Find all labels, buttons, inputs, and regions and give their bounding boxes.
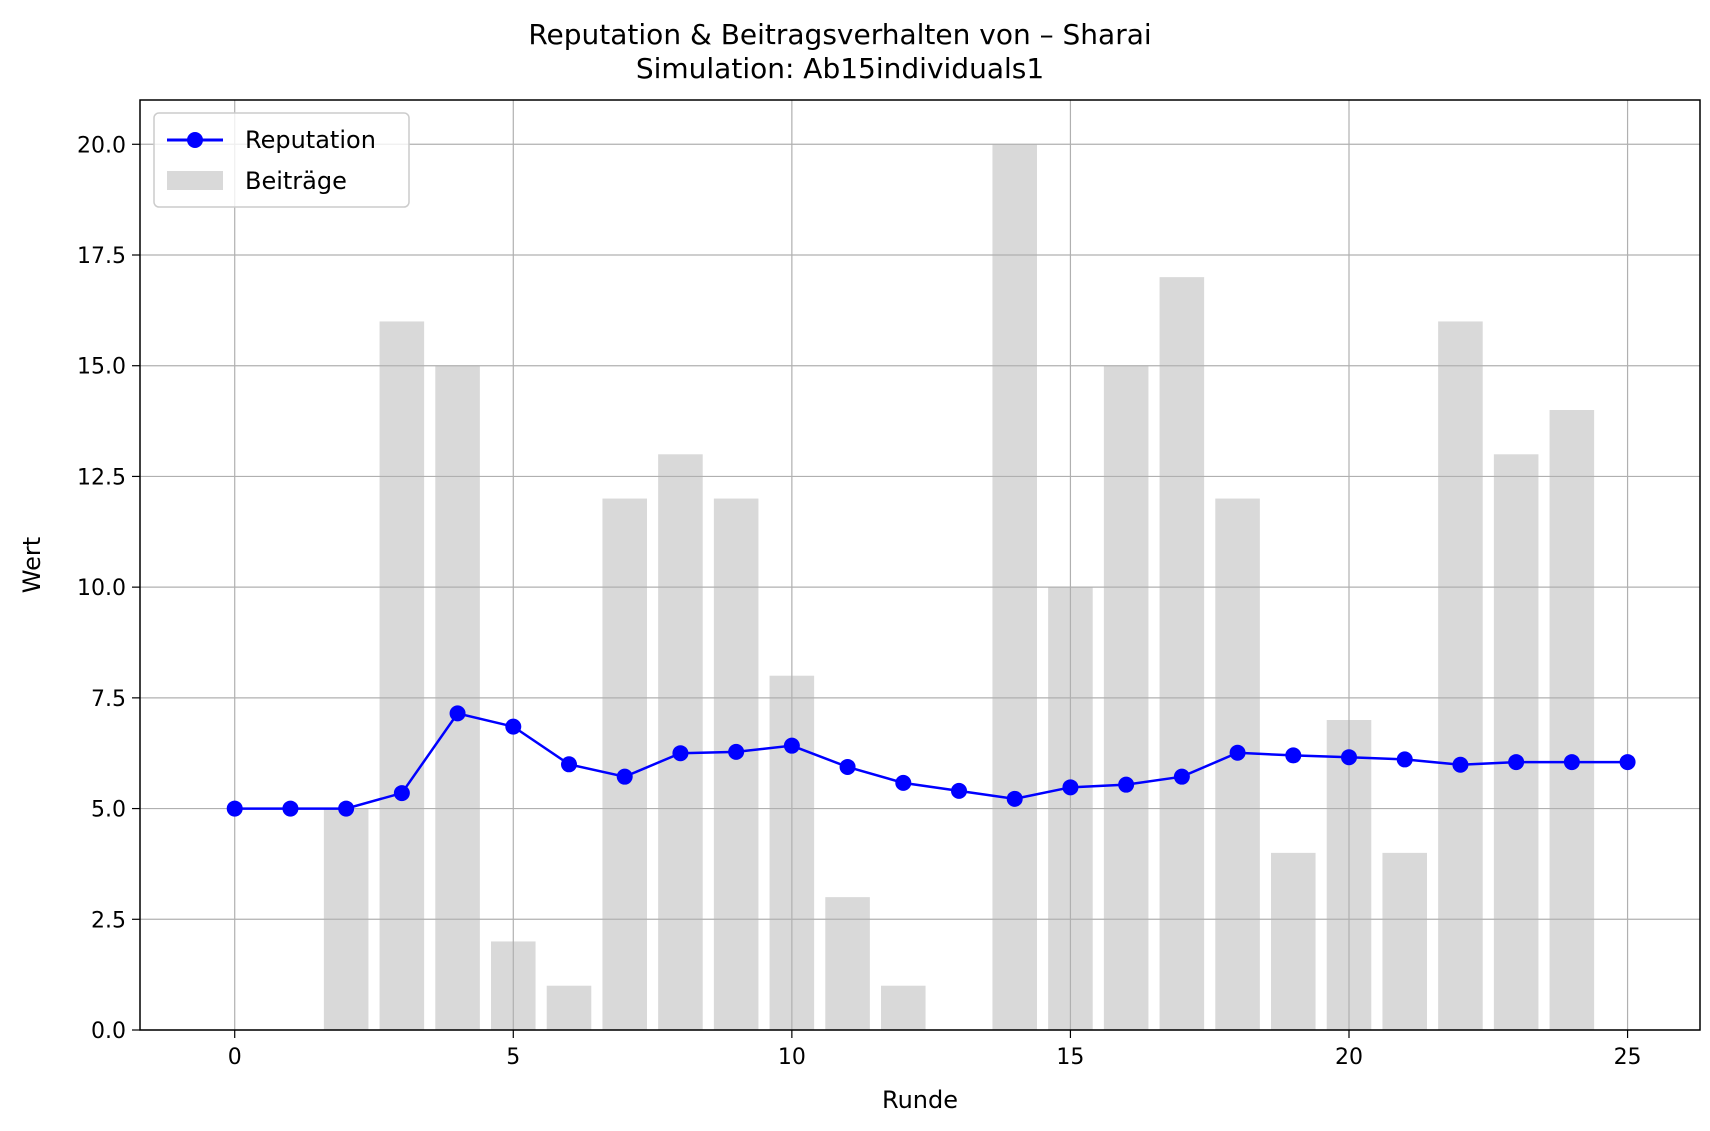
bar-beitraege-18 <box>1215 498 1260 1031</box>
y-tick-label: 5.0 <box>91 798 126 823</box>
y-tick-label: 20.0 <box>77 133 126 158</box>
point-reputation-10 <box>783 737 800 754</box>
point-reputation-3 <box>393 785 410 802</box>
bar-beitraege-7 <box>602 498 647 1031</box>
y-tick-label: 7.5 <box>91 687 126 712</box>
x-tick-label: 25 <box>1614 1045 1642 1070</box>
point-reputation-24 <box>1563 754 1580 771</box>
point-reputation-22 <box>1452 756 1469 773</box>
legend: Reputation Beiträge <box>153 112 410 208</box>
bar-beitraege-21 <box>1382 852 1427 1030</box>
x-axis-label: Runde <box>882 1086 958 1114</box>
chart-title: Reputation & Beitragsverhalten von – Sha… <box>528 18 1151 51</box>
chart-subtitle: Simulation: Ab15individuals1 <box>636 52 1044 85</box>
point-reputation-2 <box>338 800 355 817</box>
x-tick-label: 10 <box>778 1045 806 1070</box>
bar-beitraege-9 <box>713 498 759 1031</box>
bar-beitraege-6 <box>546 985 592 1030</box>
point-reputation-5 <box>505 718 522 735</box>
plot-frame <box>139 99 1701 1031</box>
point-reputation-18 <box>1229 744 1246 761</box>
line-reputation <box>234 711 1628 810</box>
y-axis: 0.0 2.5 5.0 7.5 10.0 12.5 15.0 17.5 20.0 <box>77 133 140 1044</box>
bar-beitraege-23 <box>1493 454 1539 1030</box>
legend-beitraege-label: Beiträge <box>245 167 347 195</box>
point-reputation-4 <box>449 705 466 722</box>
y-tick-label: 2.5 <box>91 908 126 933</box>
bar-beitraege-3 <box>379 321 425 1030</box>
bar-beitraege-22 <box>1438 321 1483 1030</box>
y-tick-label: 15.0 <box>77 355 126 380</box>
point-reputation-23 <box>1508 754 1525 771</box>
point-reputation-20 <box>1341 749 1357 766</box>
y-tick-label: 17.5 <box>77 244 126 269</box>
point-reputation-11 <box>839 758 856 775</box>
x-tick-label: 0 <box>228 1045 242 1070</box>
legend-reputation-label: Reputation <box>245 126 376 154</box>
point-reputation-12 <box>895 774 912 791</box>
point-reputation-15 <box>1062 779 1079 796</box>
x-tick-label: 5 <box>506 1045 520 1070</box>
point-reputation-17 <box>1173 768 1190 785</box>
bar-beitraege-24 <box>1549 410 1595 1030</box>
x-tick-label: 20 <box>1335 1045 1363 1070</box>
bar-beitraege-12 <box>881 985 926 1030</box>
bar-beitraege-11 <box>825 897 870 1030</box>
point-reputation-6 <box>561 756 577 773</box>
y-axis-label: Wert <box>18 537 46 593</box>
point-reputation-21 <box>1396 751 1413 768</box>
point-reputation-1 <box>282 800 299 817</box>
y-tick-label: 12.5 <box>77 465 126 490</box>
point-reputation-0 <box>226 800 243 817</box>
point-reputation-8 <box>672 745 689 762</box>
legend-reputation-marker <box>187 132 203 148</box>
point-reputation-7 <box>616 768 633 785</box>
y-tick-label: 0.0 <box>91 1019 126 1044</box>
point-reputation-25 <box>1619 754 1636 771</box>
bar-beitraege-8 <box>658 454 703 1030</box>
point-reputation-13 <box>951 782 967 799</box>
point-reputation-9 <box>728 743 745 760</box>
point-reputation-19 <box>1285 747 1302 764</box>
x-axis: 0 5 10 15 20 25 <box>228 1030 1642 1070</box>
bar-beitraege-17 <box>1159 277 1205 1031</box>
legend-beitraege-swatch <box>167 171 223 190</box>
line-layer <box>226 705 1636 817</box>
point-reputation-14 <box>1006 790 1023 807</box>
y-tick-label: 10.0 <box>77 576 126 601</box>
bar-beitraege-19 <box>1271 852 1316 1030</box>
x-tick-label: 15 <box>1056 1045 1084 1070</box>
point-reputation-16 <box>1118 776 1135 793</box>
